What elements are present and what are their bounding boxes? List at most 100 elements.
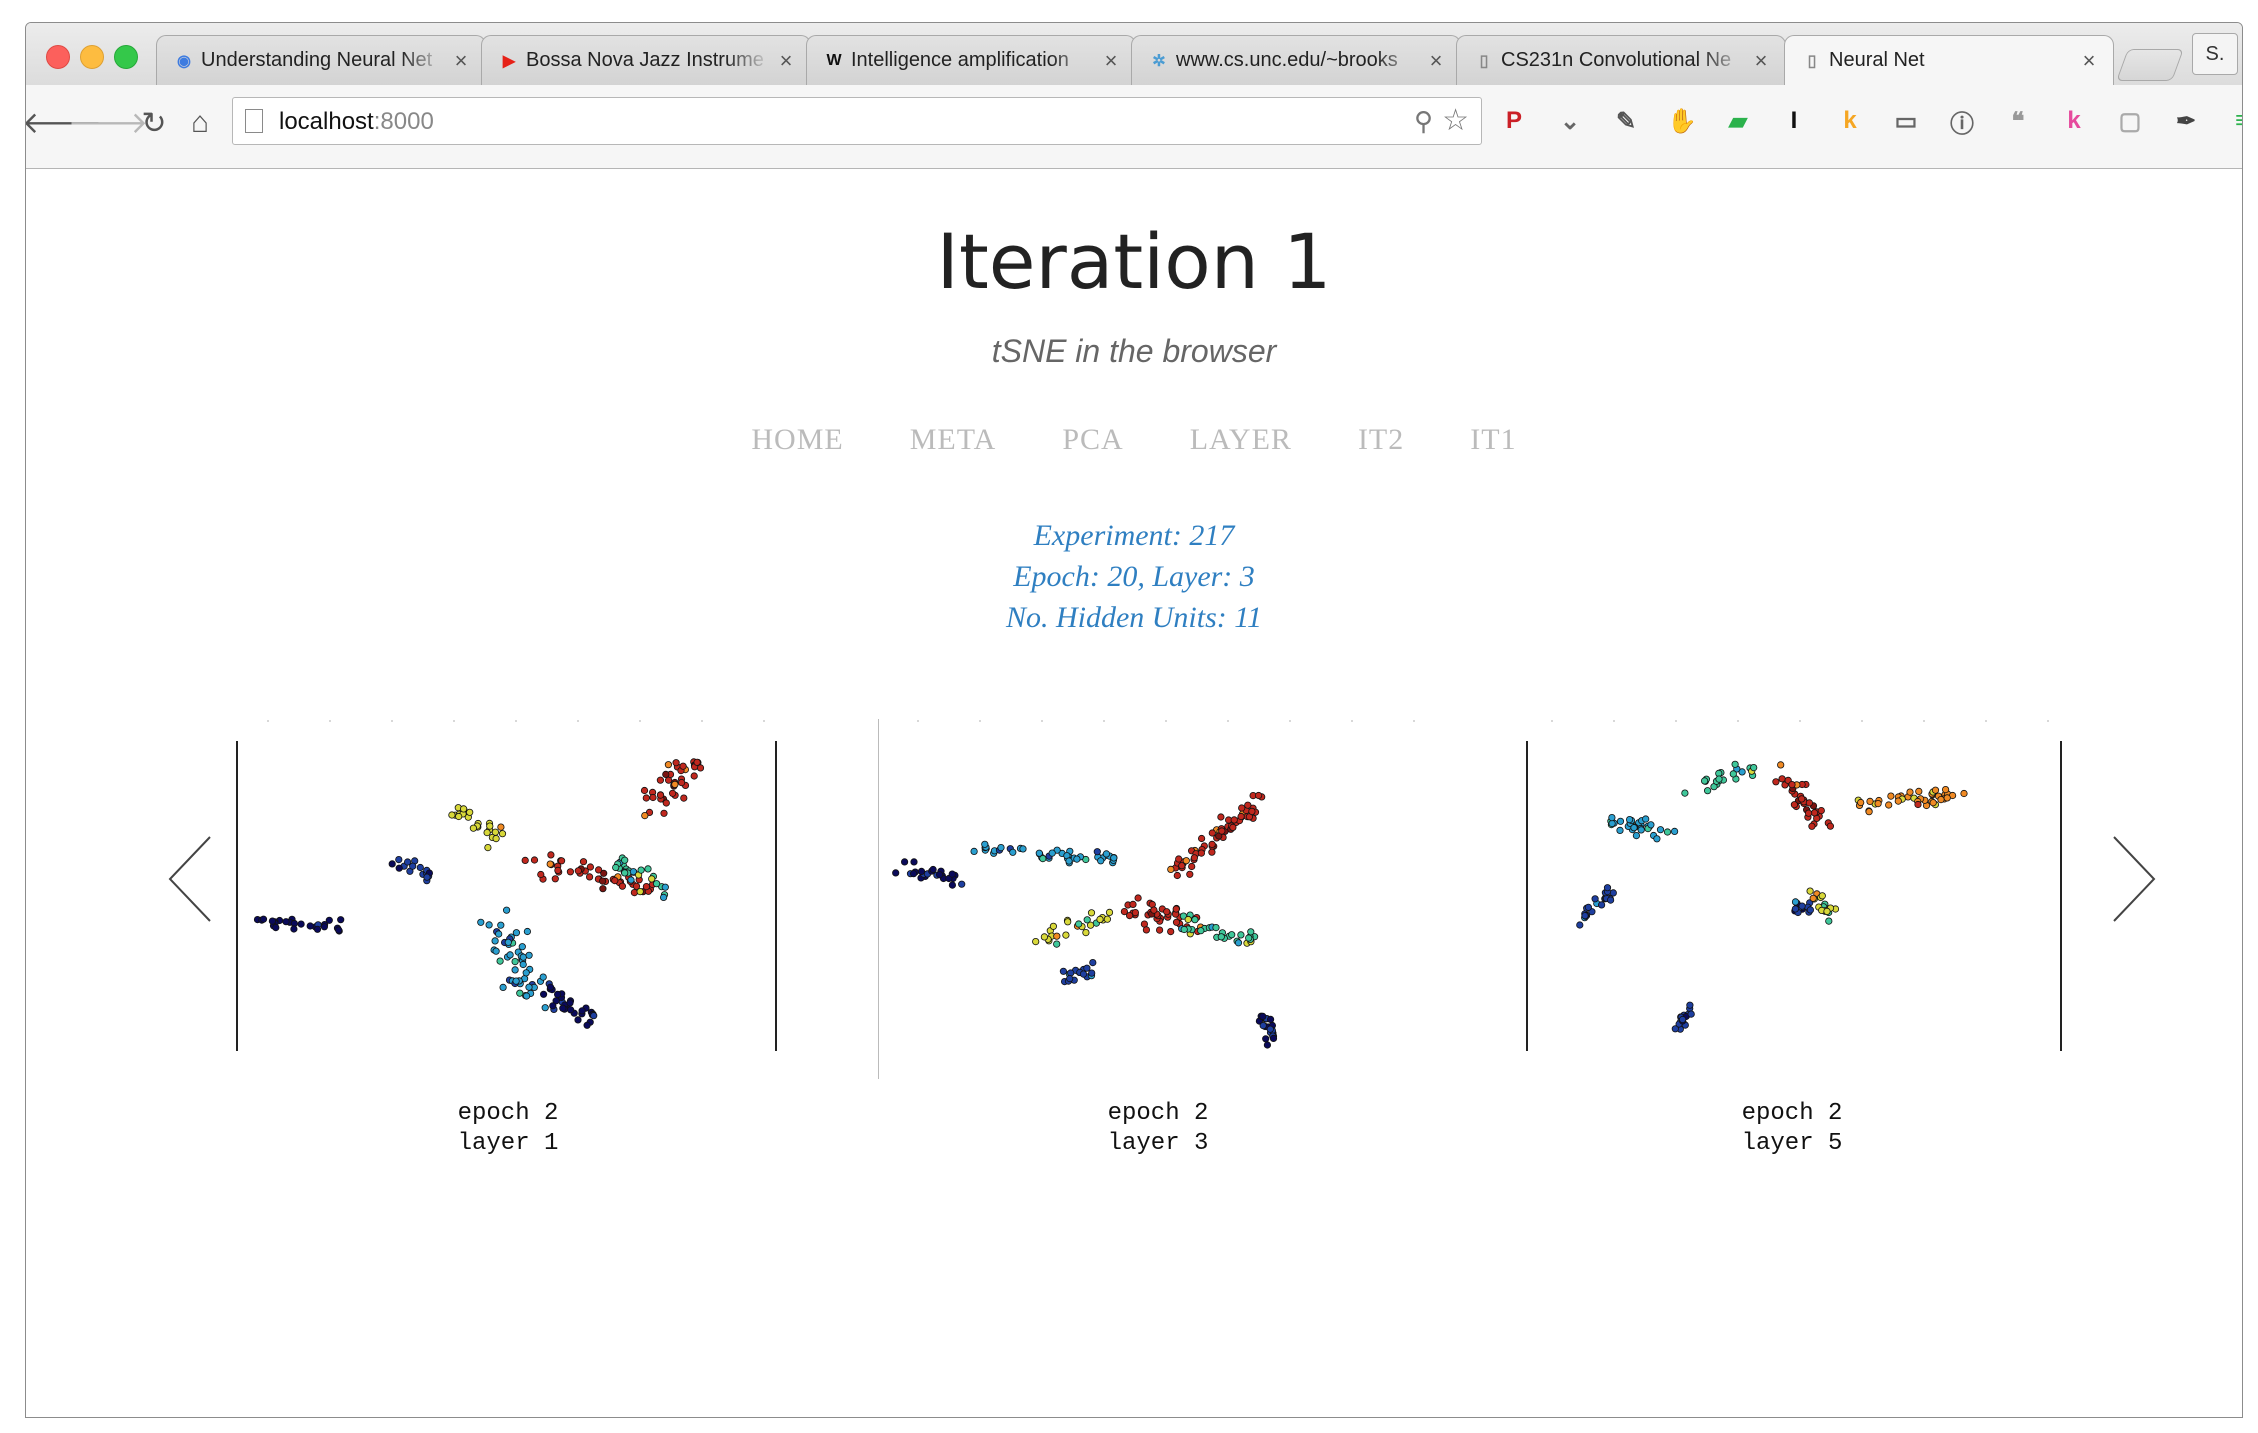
slide-1[interactable]: epoch 2 layer 1 xyxy=(228,709,788,1157)
nav-it1[interactable]: IT1 xyxy=(1470,423,1517,456)
scatter-point xyxy=(521,856,529,864)
scatter-point xyxy=(1230,816,1238,824)
reload-icon[interactable]: ↻ xyxy=(141,106,167,140)
minimize-window-button[interactable] xyxy=(80,45,104,69)
scatter-point xyxy=(671,780,679,789)
scatter-point xyxy=(511,966,519,974)
tab-close-icon[interactable]: × xyxy=(1429,47,1443,73)
kiwi-icon[interactable]: k xyxy=(2067,107,2081,134)
caption-epoch: epoch 2 xyxy=(1107,1100,1209,1127)
grid-tick xyxy=(1923,720,1925,722)
scatter-point xyxy=(640,786,649,795)
instapaper-icon[interactable]: I xyxy=(1790,107,1798,134)
youtube-icon: ▶ xyxy=(502,52,516,70)
tab-close-icon[interactable]: × xyxy=(1104,47,1118,73)
zoom-icon[interactable]: ⚲ xyxy=(1413,106,1433,136)
scatter-point xyxy=(1630,824,1638,832)
slide-2[interactable]: epoch 2 layer 3 xyxy=(878,709,1438,1157)
scatter-point xyxy=(1155,926,1164,934)
new-tab-button[interactable] xyxy=(2116,49,2184,81)
scatter-point xyxy=(409,862,417,870)
browser-tab[interactable]: W Intelligence amplification × xyxy=(806,35,1136,85)
profile-button[interactable]: S. xyxy=(2192,33,2238,75)
scatter-point xyxy=(1857,798,1865,807)
evernote-icon[interactable]: ✎ xyxy=(1615,107,1637,135)
scatter-point xyxy=(579,858,588,866)
scatter-point xyxy=(1150,906,1158,914)
scatter-point xyxy=(1049,922,1057,930)
browser-tab[interactable]: ▯ Neural Net × xyxy=(1784,35,2114,85)
scatter-point xyxy=(1887,792,1895,800)
browser-tab[interactable]: ◉ Understanding Neural Net × xyxy=(156,35,486,85)
tab-close-icon[interactable]: × xyxy=(2082,47,2096,73)
zoom-window-button[interactable] xyxy=(114,45,138,69)
scatter-point xyxy=(1089,959,1097,967)
address-bar[interactable]: localhost:8000 ⚲ ☆ xyxy=(232,97,1482,145)
scatter-point xyxy=(404,858,412,866)
grid-tick xyxy=(1675,720,1677,722)
scatter-point xyxy=(1182,857,1190,865)
chat-icon[interactable]: ▢ xyxy=(2118,107,2142,135)
carousel-prev-arrow-icon[interactable] xyxy=(160,829,220,929)
slide-3[interactable]: epoch 2 layer 5 xyxy=(1512,709,2072,1157)
adblock-icon[interactable]: ✋ xyxy=(1667,107,1697,135)
scatter-point xyxy=(659,893,668,901)
scatter-point xyxy=(909,870,918,878)
kippt-icon[interactable]: k xyxy=(1843,107,1857,134)
scatter-point xyxy=(1591,895,1599,903)
home-icon[interactable]: ⌂ xyxy=(190,106,210,139)
scatter-point xyxy=(506,951,514,959)
menu-icon[interactable]: ≡ xyxy=(2224,103,2242,139)
scatter-point xyxy=(522,992,531,1000)
close-window-button[interactable] xyxy=(46,45,70,69)
url-text[interactable]: localhost:8000 xyxy=(279,108,434,136)
scatter-point xyxy=(1238,804,1246,812)
scatter-point xyxy=(578,1007,586,1015)
scatter-point xyxy=(1188,862,1196,871)
scatter-point xyxy=(491,937,499,945)
scatter-point xyxy=(1941,786,1950,794)
scatter-point xyxy=(656,791,665,799)
scatter-point xyxy=(1129,900,1137,908)
scatter-point xyxy=(642,883,650,891)
scatter-point xyxy=(636,888,644,896)
hidden-units: No. Hidden Units: 11 xyxy=(1005,601,1263,634)
scatter-point xyxy=(1064,918,1072,926)
experiment-id: Experiment: 217 xyxy=(1033,519,1235,552)
feedly-icon[interactable]: ▰ xyxy=(1728,107,1748,135)
scatter-point xyxy=(1626,816,1634,824)
bookmark-star-icon[interactable]: ☆ xyxy=(1442,104,1469,137)
nav-it2[interactable]: IT2 xyxy=(1357,423,1405,456)
scatter-point xyxy=(1229,823,1237,832)
browser-tab[interactable]: ✲ www.cs.unc.edu/~brooks × xyxy=(1131,35,1461,85)
scatter-point xyxy=(313,925,322,933)
carousel-next-arrow-icon[interactable] xyxy=(2104,829,2164,929)
nav-meta[interactable]: META xyxy=(909,423,997,456)
scatter-point xyxy=(981,840,989,848)
hangouts-icon[interactable]: ❝ xyxy=(2011,107,2025,135)
onepassword-icon[interactable]: ⓘ xyxy=(1950,110,1974,138)
eyedropper-icon[interactable]: ✒ xyxy=(2175,107,2197,135)
scatter-point xyxy=(1142,926,1150,934)
scatter-point xyxy=(599,885,607,893)
tab-close-icon[interactable]: × xyxy=(1754,47,1768,73)
browser-tab[interactable]: ▯ CS231n Convolutional Ne × xyxy=(1456,35,1786,85)
scatter-point xyxy=(1245,934,1253,942)
scatter-point xyxy=(585,873,594,881)
pinterest-icon[interactable]: P xyxy=(1505,107,1522,134)
nav-home[interactable]: HOME xyxy=(751,423,844,456)
scatter-point xyxy=(1894,797,1902,805)
browser-tab[interactable]: ▶ Bossa Nova Jazz Instrume × xyxy=(481,35,811,85)
pocket-icon[interactable]: ⌄ xyxy=(1559,107,1581,135)
tab-close-icon[interactable]: × xyxy=(779,47,793,73)
forward-arrow-icon[interactable]: 🡒 xyxy=(67,107,149,140)
scatter-point xyxy=(1167,865,1175,873)
scatter-point xyxy=(525,951,533,959)
cast-icon[interactable]: ▭ xyxy=(1894,107,1918,135)
nav-layer[interactable]: LAYER xyxy=(1189,423,1292,456)
nav-pca[interactable]: PCA xyxy=(1062,423,1124,456)
tab-close-icon[interactable]: × xyxy=(454,47,468,73)
scatter-point xyxy=(1750,763,1758,772)
scatter-point xyxy=(679,762,687,770)
